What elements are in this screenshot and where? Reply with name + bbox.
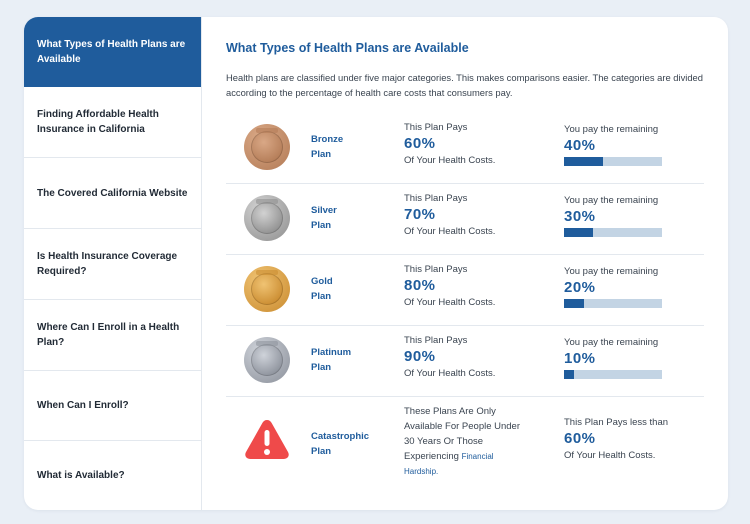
platinum-medal-icon: [244, 337, 290, 383]
remain-percent: 30%: [564, 208, 596, 225]
plan-remaining: You pay the remaining 30%: [564, 194, 704, 237]
pays-label: This Plan Pays: [404, 335, 468, 346]
sidebar-item-label: When Can I Enroll?: [37, 400, 129, 411]
plan-row-silver: Silver Plan This Plan Pays 70% Of Your He…: [226, 183, 704, 255]
pays-sub: Of Your Health Costs.: [564, 450, 656, 461]
eligibility-line: Experiencing Financial: [404, 449, 539, 464]
pays-percent: 70%: [404, 206, 436, 223]
sidebar-item-when-enroll[interactable]: When Can I Enroll?: [24, 371, 201, 441]
sidebar-item-label: Finding Affordable Health Insurance in C…: [37, 109, 159, 135]
plan-remaining: You pay the remaining 20%: [564, 265, 704, 308]
pays-label: This Plan Pays: [404, 264, 468, 275]
silver-medal-icon: [244, 195, 290, 241]
page-title: What Types of Health Plans are Available: [226, 41, 469, 55]
eligibility-text-end: Experiencing: [404, 451, 459, 462]
remain-progress-bar: [564, 157, 662, 166]
sidebar: What Types of Health Plans are Available…: [24, 17, 202, 510]
main-content: What Types of Health Plans are Available…: [226, 17, 706, 510]
plan-pays: This Plan Pays 60% Of Your Health Costs.: [404, 121, 544, 167]
remain-percent: 40%: [564, 137, 596, 154]
plan-name: Catastrophic Plan: [311, 429, 369, 459]
remain-progress-fill: [564, 157, 604, 166]
intro-text: Health plans are classified under five m…: [226, 72, 703, 98]
pays-percent: 60%: [404, 135, 436, 152]
plan-name-line: Plan: [311, 362, 332, 373]
sidebar-item-plan-types[interactable]: What Types of Health Plans are Available: [24, 17, 201, 87]
plan-name-line: Gold: [311, 276, 333, 287]
remain-label: You pay the remaining: [564, 266, 659, 277]
remain-label: You pay the remaining: [564, 337, 659, 348]
plan-name-line: Plan: [311, 446, 332, 457]
plan-remaining: You pay the remaining 40%: [564, 123, 704, 166]
sidebar-item-label: Is Health Insurance Coverage Required?: [37, 251, 178, 277]
eligibility-line: Available For People Under: [404, 421, 521, 432]
remain-progress-bar: [564, 370, 662, 379]
pays-label: This Plan Pays less than: [564, 417, 669, 428]
plan-name: Platinum Plan: [311, 345, 351, 375]
plan-name: Bronze Plan: [311, 132, 343, 162]
financial-hardship-link[interactable]: Financial: [461, 452, 494, 461]
sidebar-item-label: What Types of Health Plans are Available: [37, 38, 186, 65]
sidebar-item-coverage-required[interactable]: Is Health Insurance Coverage Required?: [24, 229, 201, 300]
plan-row-platinum: Platinum Plan This Plan Pays 90% Of Your …: [226, 325, 704, 397]
plan-name-line: Silver: [311, 205, 337, 216]
catastrophic-pays: This Plan Pays less than 60% Of Your Hea…: [564, 416, 704, 462]
plan-remaining: You pay the remaining 10%: [564, 336, 704, 379]
eligibility-text: These Plans Are Only Available For Peopl…: [404, 404, 539, 479]
pays-percent: 90%: [404, 348, 436, 365]
plan-row-gold: Gold Plan This Plan Pays 80% Of Your Heal…: [226, 254, 704, 326]
sidebar-item-label: Where Can I Enroll in a Health Plan?: [37, 322, 180, 348]
gold-medal-icon: [244, 266, 290, 312]
plan-name-line: Platinum: [311, 347, 352, 358]
pays-percent: 60%: [564, 430, 596, 447]
remain-label: You pay the remaining: [564, 195, 659, 206]
plan-pays: This Plan Pays 90% Of Your Health Costs.: [404, 334, 544, 380]
plan-name-line: Plan: [311, 220, 332, 231]
plan-pays: This Plan Pays 80% Of Your Health Costs.: [404, 263, 544, 309]
warning-icon: [245, 420, 289, 459]
pays-sub: Of Your Health Costs.: [404, 297, 496, 308]
remain-progress-fill: [564, 299, 584, 308]
sidebar-item-affordable-insurance[interactable]: Finding Affordable Health Insurance in C…: [24, 87, 201, 158]
plan-name-line: Bronze: [311, 134, 344, 145]
sidebar-item-label: What is Available?: [37, 470, 125, 481]
content-card: What Types of Health Plans are Available…: [24, 17, 728, 510]
financial-hardship-link-cont[interactable]: Hardship.: [404, 467, 439, 476]
pays-percent: 80%: [404, 277, 436, 294]
plan-row-bronze: Bronze Plan This Plan Pays 60% Of Your He…: [226, 112, 704, 184]
remain-percent: 20%: [564, 279, 596, 296]
remain-progress-bar: [564, 299, 662, 308]
sidebar-item-covered-california[interactable]: The Covered California Website: [24, 158, 201, 229]
plan-pays: This Plan Pays 70% Of Your Health Costs.: [404, 192, 544, 238]
pays-sub: Of Your Health Costs.: [404, 155, 496, 166]
remain-progress-fill: [564, 370, 574, 379]
pays-sub: Of Your Health Costs.: [404, 226, 496, 237]
sidebar-item-label: The Covered California Website: [37, 187, 188, 199]
remain-label: You pay the remaining: [564, 124, 659, 135]
remain-progress-fill: [564, 228, 594, 237]
pays-sub: Of Your Health Costs.: [404, 368, 496, 379]
sidebar-item-where-enroll[interactable]: Where Can I Enroll in a Health Plan?: [24, 300, 201, 371]
plan-name: Silver Plan: [311, 203, 337, 233]
plan-row-catastrophic: Catastrophic Plan These Plans Are Only Av…: [226, 396, 704, 486]
plan-name: Gold Plan: [311, 274, 333, 304]
eligibility-line: These Plans Are Only: [404, 406, 496, 417]
plan-name-line: Plan: [311, 149, 332, 160]
remain-percent: 10%: [564, 350, 596, 367]
pays-label: This Plan Pays: [404, 122, 468, 133]
sidebar-item-what-available[interactable]: What is Available?: [24, 441, 201, 510]
plan-name-line: Catastrophic: [311, 431, 370, 442]
pays-label: This Plan Pays: [404, 193, 468, 204]
remain-progress-bar: [564, 228, 662, 237]
plan-name-line: Plan: [311, 291, 332, 302]
eligibility-line: 30 Years Or Those: [404, 436, 484, 447]
bronze-medal-icon: [244, 124, 290, 170]
